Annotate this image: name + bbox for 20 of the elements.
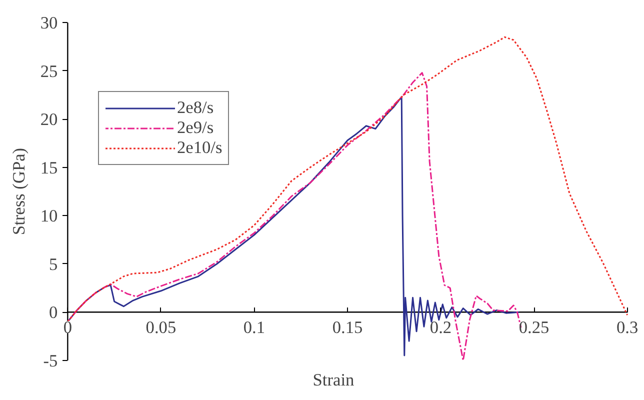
x-tick-label: 0 bbox=[63, 318, 72, 338]
y-axis-title: Stress (GPa) bbox=[10, 148, 28, 236]
x-tick-label: 0.05 bbox=[146, 318, 176, 338]
y-tick-label: 10 bbox=[40, 206, 58, 226]
y-tick-label: 0 bbox=[49, 303, 58, 322]
legend-label: 2e9/s bbox=[177, 118, 214, 138]
y-tick-label: 25 bbox=[40, 62, 58, 81]
x-tick-label: 0.15 bbox=[332, 318, 363, 338]
x-tick-label: 0.25 bbox=[518, 318, 550, 338]
x-tick-label: 0.1 bbox=[243, 318, 266, 338]
x-tick-label: 0.3 bbox=[616, 318, 638, 338]
legend-label: 2e8/s bbox=[177, 98, 214, 118]
y-tick-label: -5 bbox=[43, 351, 58, 370]
x-axis-title: Strain bbox=[312, 370, 355, 390]
y-tick-label: 20 bbox=[40, 110, 58, 130]
x-tick-label: 0.2 bbox=[430, 318, 452, 338]
y-tick-label: 5 bbox=[49, 254, 58, 274]
legend-label: 2e10/s bbox=[177, 138, 222, 158]
y-tick-label: 30 bbox=[40, 14, 58, 33]
y-tick-label: 15 bbox=[40, 158, 58, 178]
